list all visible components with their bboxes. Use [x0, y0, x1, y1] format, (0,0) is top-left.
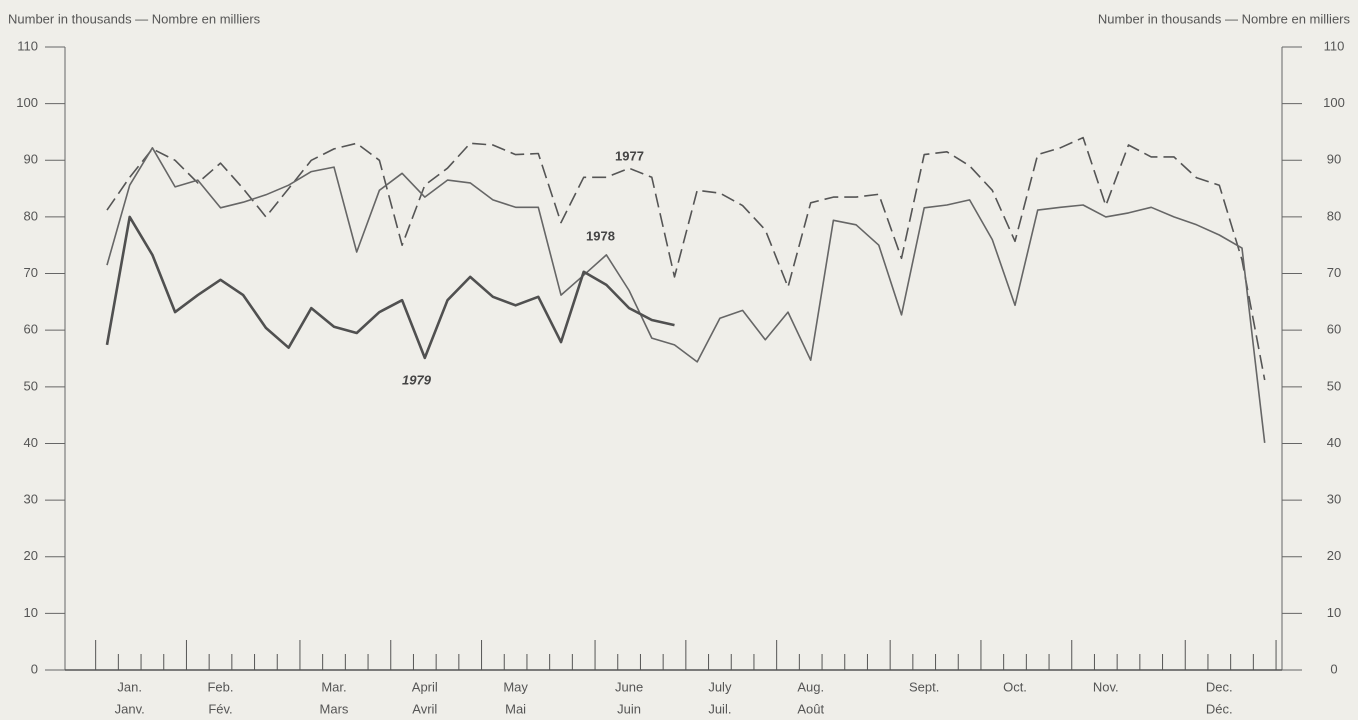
x-tick-label: Jan.	[117, 679, 142, 694]
y-tick-label: 70	[24, 265, 38, 280]
x-tick-label: Dec.	[1206, 679, 1233, 694]
y-tick-label: 20	[24, 548, 38, 563]
x-tick-label-fr: Avril	[412, 701, 437, 716]
x-tick-label-fr: Fév.	[208, 701, 232, 716]
y2-tick-label: 20	[1327, 548, 1341, 563]
y2-tick-label: 30	[1327, 492, 1341, 507]
series-annotation: 1979	[402, 372, 432, 387]
y2-tick-label: 50	[1327, 378, 1341, 393]
y2-tick-label: 10	[1327, 605, 1341, 620]
y2-tick-label: 40	[1327, 435, 1341, 450]
y-tick-label: 80	[24, 208, 38, 223]
x-tick-label-fr: Juil.	[708, 701, 731, 716]
y-tick-label: 0	[31, 661, 38, 676]
y2-tick-label: 100	[1323, 95, 1345, 110]
x-tick-label: Mar.	[321, 679, 346, 694]
series-line	[105, 215, 675, 360]
y-tick-label: 40	[24, 435, 38, 450]
y2-tick-label: 90	[1327, 152, 1341, 167]
series-line	[106, 136, 1266, 381]
x-tick-label: Sept.	[909, 679, 939, 694]
series-annotation: 1977	[615, 148, 644, 163]
x-tick-label: Nov.	[1093, 679, 1119, 694]
y2-axis-label: Number in thousands — Nombre en milliers	[1098, 11, 1351, 26]
y-tick-label: 100	[16, 95, 38, 110]
x-tick-label: June	[615, 679, 643, 694]
y-tick-label: 50	[24, 378, 38, 393]
y-tick-label: 90	[24, 152, 38, 167]
x-tick-label-fr: Déc.	[1206, 701, 1233, 716]
y-tick-label: 110	[17, 38, 38, 53]
x-tick-label-fr: Janv.	[115, 701, 145, 716]
x-tick-label: July	[708, 679, 732, 694]
x-tick-label-fr: Août	[797, 701, 824, 716]
series-annotation: 1978	[586, 228, 615, 243]
y-tick-label: 60	[24, 322, 38, 337]
y2-tick-label: 60	[1327, 322, 1341, 337]
x-tick-label: Aug.	[797, 679, 824, 694]
y-axis-label: Number in thousands — Nombre en milliers	[8, 11, 261, 26]
y2-tick-label: 80	[1327, 208, 1341, 223]
x-tick-label: May	[503, 679, 528, 694]
y2-tick-label: 70	[1327, 265, 1341, 280]
x-tick-label-fr: Juin	[617, 701, 641, 716]
x-tick-label-fr: Mars	[320, 701, 349, 716]
y2-tick-label: 110	[1324, 38, 1345, 53]
x-tick-label: Feb.	[207, 679, 233, 694]
series-line	[106, 147, 1266, 443]
x-tick-label-fr: Mai	[505, 701, 526, 716]
y2-tick-label: 0	[1330, 661, 1337, 676]
y-tick-label: 10	[24, 605, 38, 620]
x-tick-label: April	[412, 679, 438, 694]
y-tick-label: 30	[24, 492, 38, 507]
x-tick-label: Oct.	[1003, 679, 1027, 694]
